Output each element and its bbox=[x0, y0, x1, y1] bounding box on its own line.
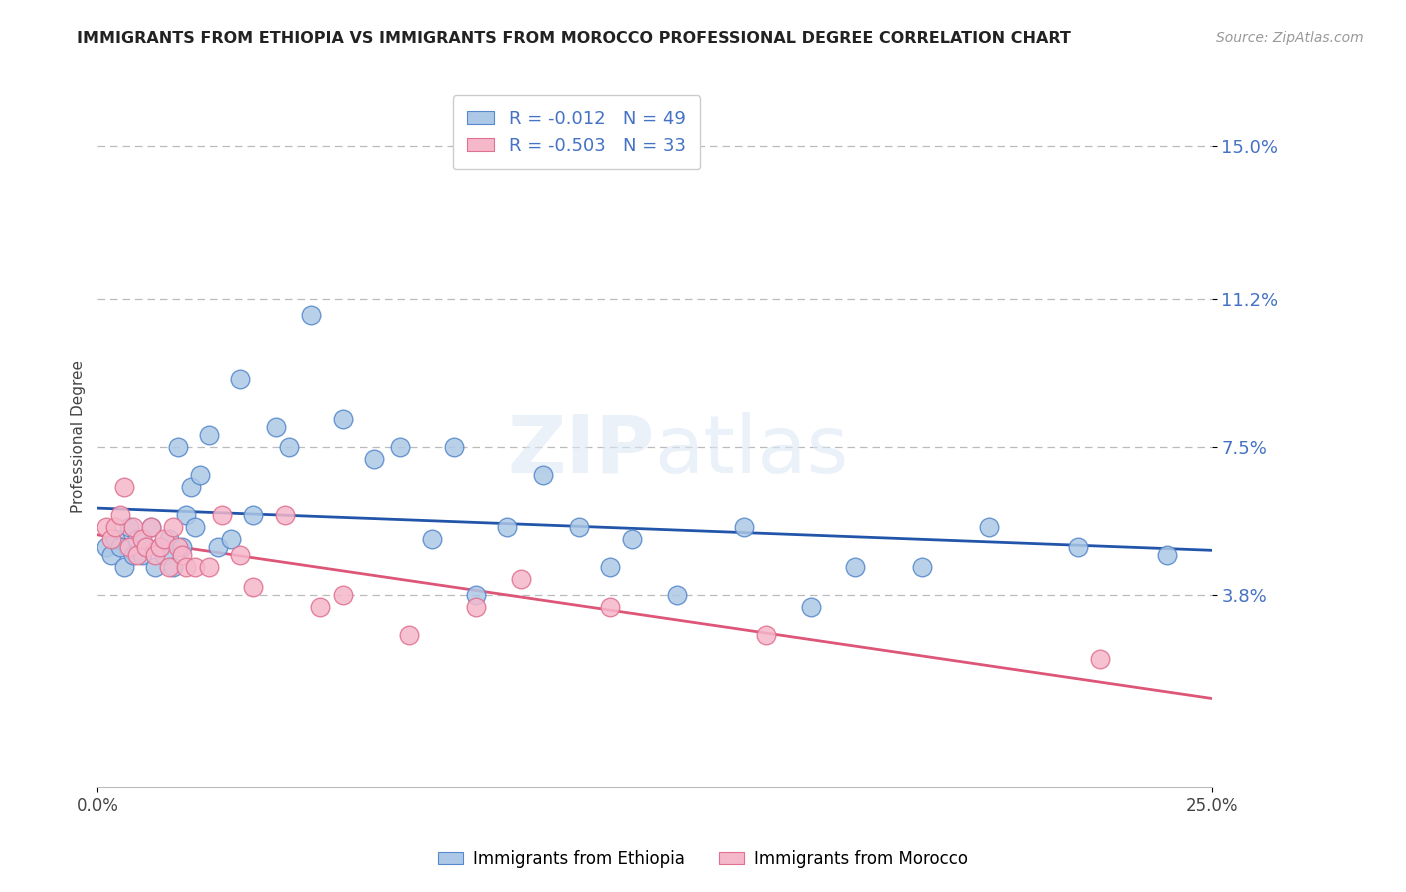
Point bbox=[149, 540, 172, 554]
Point bbox=[127, 548, 149, 562]
Point bbox=[100, 548, 122, 562]
Point bbox=[509, 572, 531, 586]
Point bbox=[465, 588, 488, 602]
Point bbox=[229, 548, 252, 562]
Point bbox=[143, 559, 166, 574]
Point bbox=[309, 599, 332, 614]
Point bbox=[176, 559, 198, 574]
Point bbox=[1090, 652, 1112, 666]
Point bbox=[108, 540, 131, 554]
Point bbox=[299, 308, 322, 322]
Point bbox=[264, 419, 287, 434]
Point bbox=[184, 519, 207, 533]
Point bbox=[207, 540, 229, 554]
Point bbox=[332, 588, 354, 602]
Point bbox=[112, 480, 135, 494]
Point bbox=[127, 532, 149, 546]
Point bbox=[911, 559, 934, 574]
Point bbox=[398, 628, 420, 642]
Point bbox=[1067, 540, 1090, 554]
Point bbox=[170, 540, 193, 554]
Point bbox=[755, 628, 778, 642]
Point bbox=[100, 532, 122, 546]
Point bbox=[104, 519, 127, 533]
Point bbox=[166, 540, 188, 554]
Text: Source: ZipAtlas.com: Source: ZipAtlas.com bbox=[1216, 31, 1364, 45]
Point bbox=[157, 532, 180, 546]
Point bbox=[139, 519, 162, 533]
Point bbox=[166, 440, 188, 454]
Point bbox=[188, 467, 211, 482]
Legend: R = -0.012   N = 49, R = -0.503   N = 33: R = -0.012 N = 49, R = -0.503 N = 33 bbox=[453, 95, 700, 169]
Point bbox=[143, 548, 166, 562]
Point bbox=[197, 559, 219, 574]
Point bbox=[112, 559, 135, 574]
Point bbox=[122, 548, 145, 562]
Point bbox=[157, 559, 180, 574]
Point bbox=[139, 519, 162, 533]
Point bbox=[465, 599, 488, 614]
Point bbox=[799, 599, 821, 614]
Point bbox=[96, 540, 118, 554]
Point bbox=[443, 440, 465, 454]
Point bbox=[162, 559, 184, 574]
Point bbox=[278, 440, 301, 454]
Legend: Immigrants from Ethiopia, Immigrants from Morocco: Immigrants from Ethiopia, Immigrants fro… bbox=[432, 844, 974, 875]
Point bbox=[420, 532, 443, 546]
Point bbox=[211, 508, 233, 522]
Point bbox=[733, 519, 755, 533]
Point bbox=[219, 532, 242, 546]
Point bbox=[1156, 548, 1178, 562]
Point bbox=[229, 371, 252, 385]
Point bbox=[389, 440, 412, 454]
Point bbox=[170, 548, 193, 562]
Point bbox=[149, 540, 172, 554]
Point bbox=[197, 427, 219, 442]
Point bbox=[176, 508, 198, 522]
Point bbox=[977, 519, 1000, 533]
Point bbox=[568, 519, 591, 533]
Point bbox=[621, 532, 644, 546]
Point bbox=[665, 588, 688, 602]
Point bbox=[135, 540, 157, 554]
Point bbox=[131, 548, 153, 562]
Point bbox=[184, 559, 207, 574]
Point bbox=[496, 519, 519, 533]
Point bbox=[599, 559, 621, 574]
Point bbox=[844, 559, 866, 574]
Point bbox=[242, 580, 264, 594]
Point bbox=[104, 532, 127, 546]
Point bbox=[117, 540, 139, 554]
Point bbox=[153, 548, 176, 562]
Point bbox=[162, 519, 184, 533]
Point bbox=[135, 540, 157, 554]
Point bbox=[531, 467, 554, 482]
Y-axis label: Professional Degree: Professional Degree bbox=[72, 360, 86, 513]
Text: IMMIGRANTS FROM ETHIOPIA VS IMMIGRANTS FROM MOROCCO PROFESSIONAL DEGREE CORRELAT: IMMIGRANTS FROM ETHIOPIA VS IMMIGRANTS F… bbox=[77, 31, 1071, 46]
Point bbox=[180, 480, 202, 494]
Point bbox=[153, 532, 176, 546]
Text: ZIP: ZIP bbox=[508, 411, 655, 490]
Point bbox=[363, 451, 385, 466]
Point bbox=[117, 519, 139, 533]
Point bbox=[273, 508, 295, 522]
Point bbox=[122, 519, 145, 533]
Point bbox=[131, 532, 153, 546]
Point bbox=[242, 508, 264, 522]
Point bbox=[108, 508, 131, 522]
Point bbox=[332, 411, 354, 425]
Point bbox=[96, 519, 118, 533]
Point bbox=[599, 599, 621, 614]
Text: atlas: atlas bbox=[655, 411, 849, 490]
